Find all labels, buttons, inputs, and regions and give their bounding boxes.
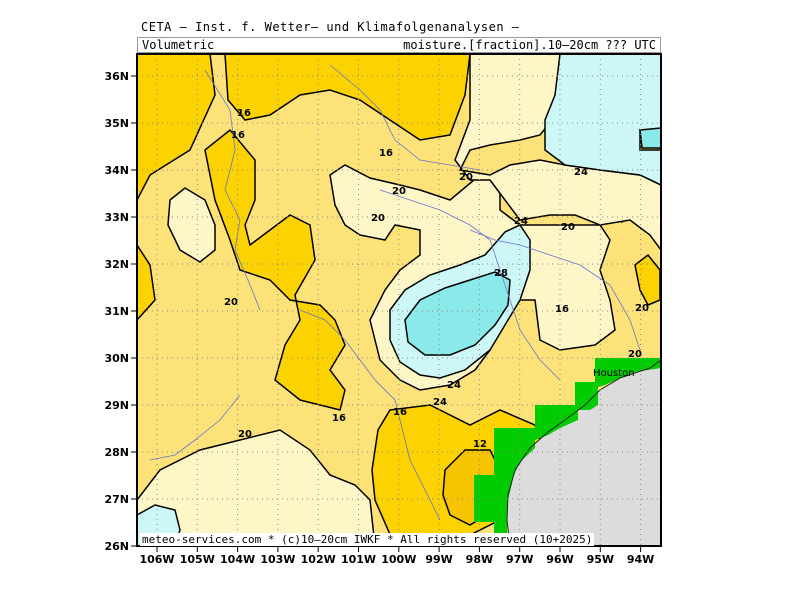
contour-value-label: 20 — [635, 303, 649, 314]
map-title: CETA — Inst. f. Wetter— und Klimafolgena… — [141, 20, 520, 34]
contour-region — [137, 243, 156, 322]
contour-value-label: 20 — [392, 186, 406, 197]
lon-tick-label: 94W — [627, 553, 654, 566]
lon-tick-label: 102W — [301, 553, 336, 566]
lat-tick-label: 29N — [104, 399, 129, 412]
lat-tick-label: 33N — [104, 211, 129, 224]
contour-value-label: 12 — [473, 439, 487, 450]
lat-tick-label: 26N — [104, 540, 129, 553]
river — [329, 64, 481, 171]
lat-tick-label: 30N — [104, 352, 129, 365]
lon-tick-label: 100W — [381, 553, 416, 566]
contour-value-label: 20 — [459, 172, 473, 183]
contour-value-label: 16 — [237, 108, 251, 119]
contour-value-label: 16 — [393, 407, 407, 418]
lat-tick-label: 34N — [104, 164, 129, 177]
contour-value-label: 20 — [238, 429, 252, 440]
river — [299, 309, 441, 521]
contour-value-label: 24 — [433, 397, 447, 408]
lon-tick-label: 99W — [425, 553, 452, 566]
field-description: moisture.[fraction].10—20cm ??? UTC — [403, 38, 656, 52]
lon-tick-label: 104W — [220, 553, 255, 566]
contour-value-label: 20 — [371, 213, 385, 224]
contour-value-label: 24 — [574, 167, 588, 178]
contour-value-label: 16 — [379, 148, 393, 159]
contour-value-label: 24 — [514, 216, 528, 227]
coastal-cell — [535, 405, 578, 440]
lat-tick-label: 28N — [104, 446, 129, 459]
lat-tick-label: 36N — [104, 70, 129, 83]
lon-tick-label: 106W — [139, 553, 174, 566]
contour-value-label: 28 — [494, 268, 508, 279]
variable-label: Volumetric — [142, 38, 215, 52]
lon-tick-label: 96W — [546, 553, 573, 566]
lon-tick-label: 95W — [587, 553, 614, 566]
lon-tick-label: 105W — [180, 553, 215, 566]
contour-region-28 — [404, 271, 511, 356]
lon-tick-label: 103W — [260, 553, 295, 566]
contour-value-label: 24 — [447, 380, 461, 391]
coastal-cell — [575, 382, 598, 410]
contour-value-label: 16 — [231, 130, 245, 141]
lon-tick-label: 101W — [341, 553, 376, 566]
contour-region — [137, 54, 216, 201]
lat-tick-label: 32N — [104, 258, 129, 271]
lat-tick-label: 31N — [104, 305, 129, 318]
header-box: Volumetric moisture.[fraction].10—20cm ?… — [137, 37, 661, 53]
contour-region-28 — [639, 127, 661, 149]
city-label-houston: Houston — [593, 368, 635, 379]
contour-value-label: 20 — [628, 349, 642, 360]
credit-line: meteo-services.com * (c)10—20cm IWKF * A… — [140, 533, 595, 546]
river — [379, 189, 561, 381]
contour-region — [167, 187, 216, 263]
lon-tick-label: 97W — [506, 553, 533, 566]
contour-value-label: 20 — [561, 222, 575, 233]
river — [149, 394, 241, 461]
contour-region — [137, 429, 376, 546]
contour-value-label: 16 — [332, 413, 346, 424]
contour-region — [204, 128, 346, 411]
coastal-cell — [474, 475, 514, 546]
coastal-cell — [494, 428, 535, 475]
lat-tick-label: 35N — [104, 117, 129, 130]
contour-value-label: 20 — [224, 297, 238, 308]
contour-value-label: 16 — [555, 304, 569, 315]
lat-tick-label: 27N — [104, 493, 129, 506]
river — [469, 229, 641, 351]
coastal-cell — [595, 358, 661, 388]
contour-region — [224, 54, 471, 141]
lon-tick-label: 98W — [466, 553, 493, 566]
river — [204, 69, 261, 311]
